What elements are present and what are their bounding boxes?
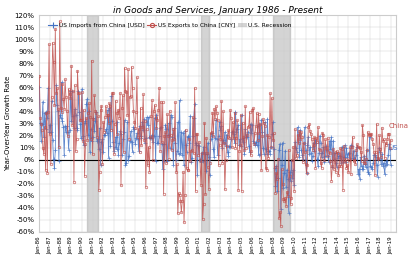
Bar [201, 15, 209, 232]
Legend: US Imports from China [USD], US Exports to China [CNY], U.S. Recession: US Imports from China [USD], US Exports … [46, 21, 294, 30]
Title: in Goods and Services, January 1986 - Present: in Goods and Services, January 1986 - Pr… [113, 5, 322, 15]
Text: China: China [389, 123, 409, 129]
Bar [87, 15, 98, 232]
Text: US: US [389, 145, 398, 151]
Y-axis label: Year-Over-Year Growth Rate: Year-Over-Year Growth Rate [5, 76, 12, 171]
Bar [273, 15, 290, 232]
